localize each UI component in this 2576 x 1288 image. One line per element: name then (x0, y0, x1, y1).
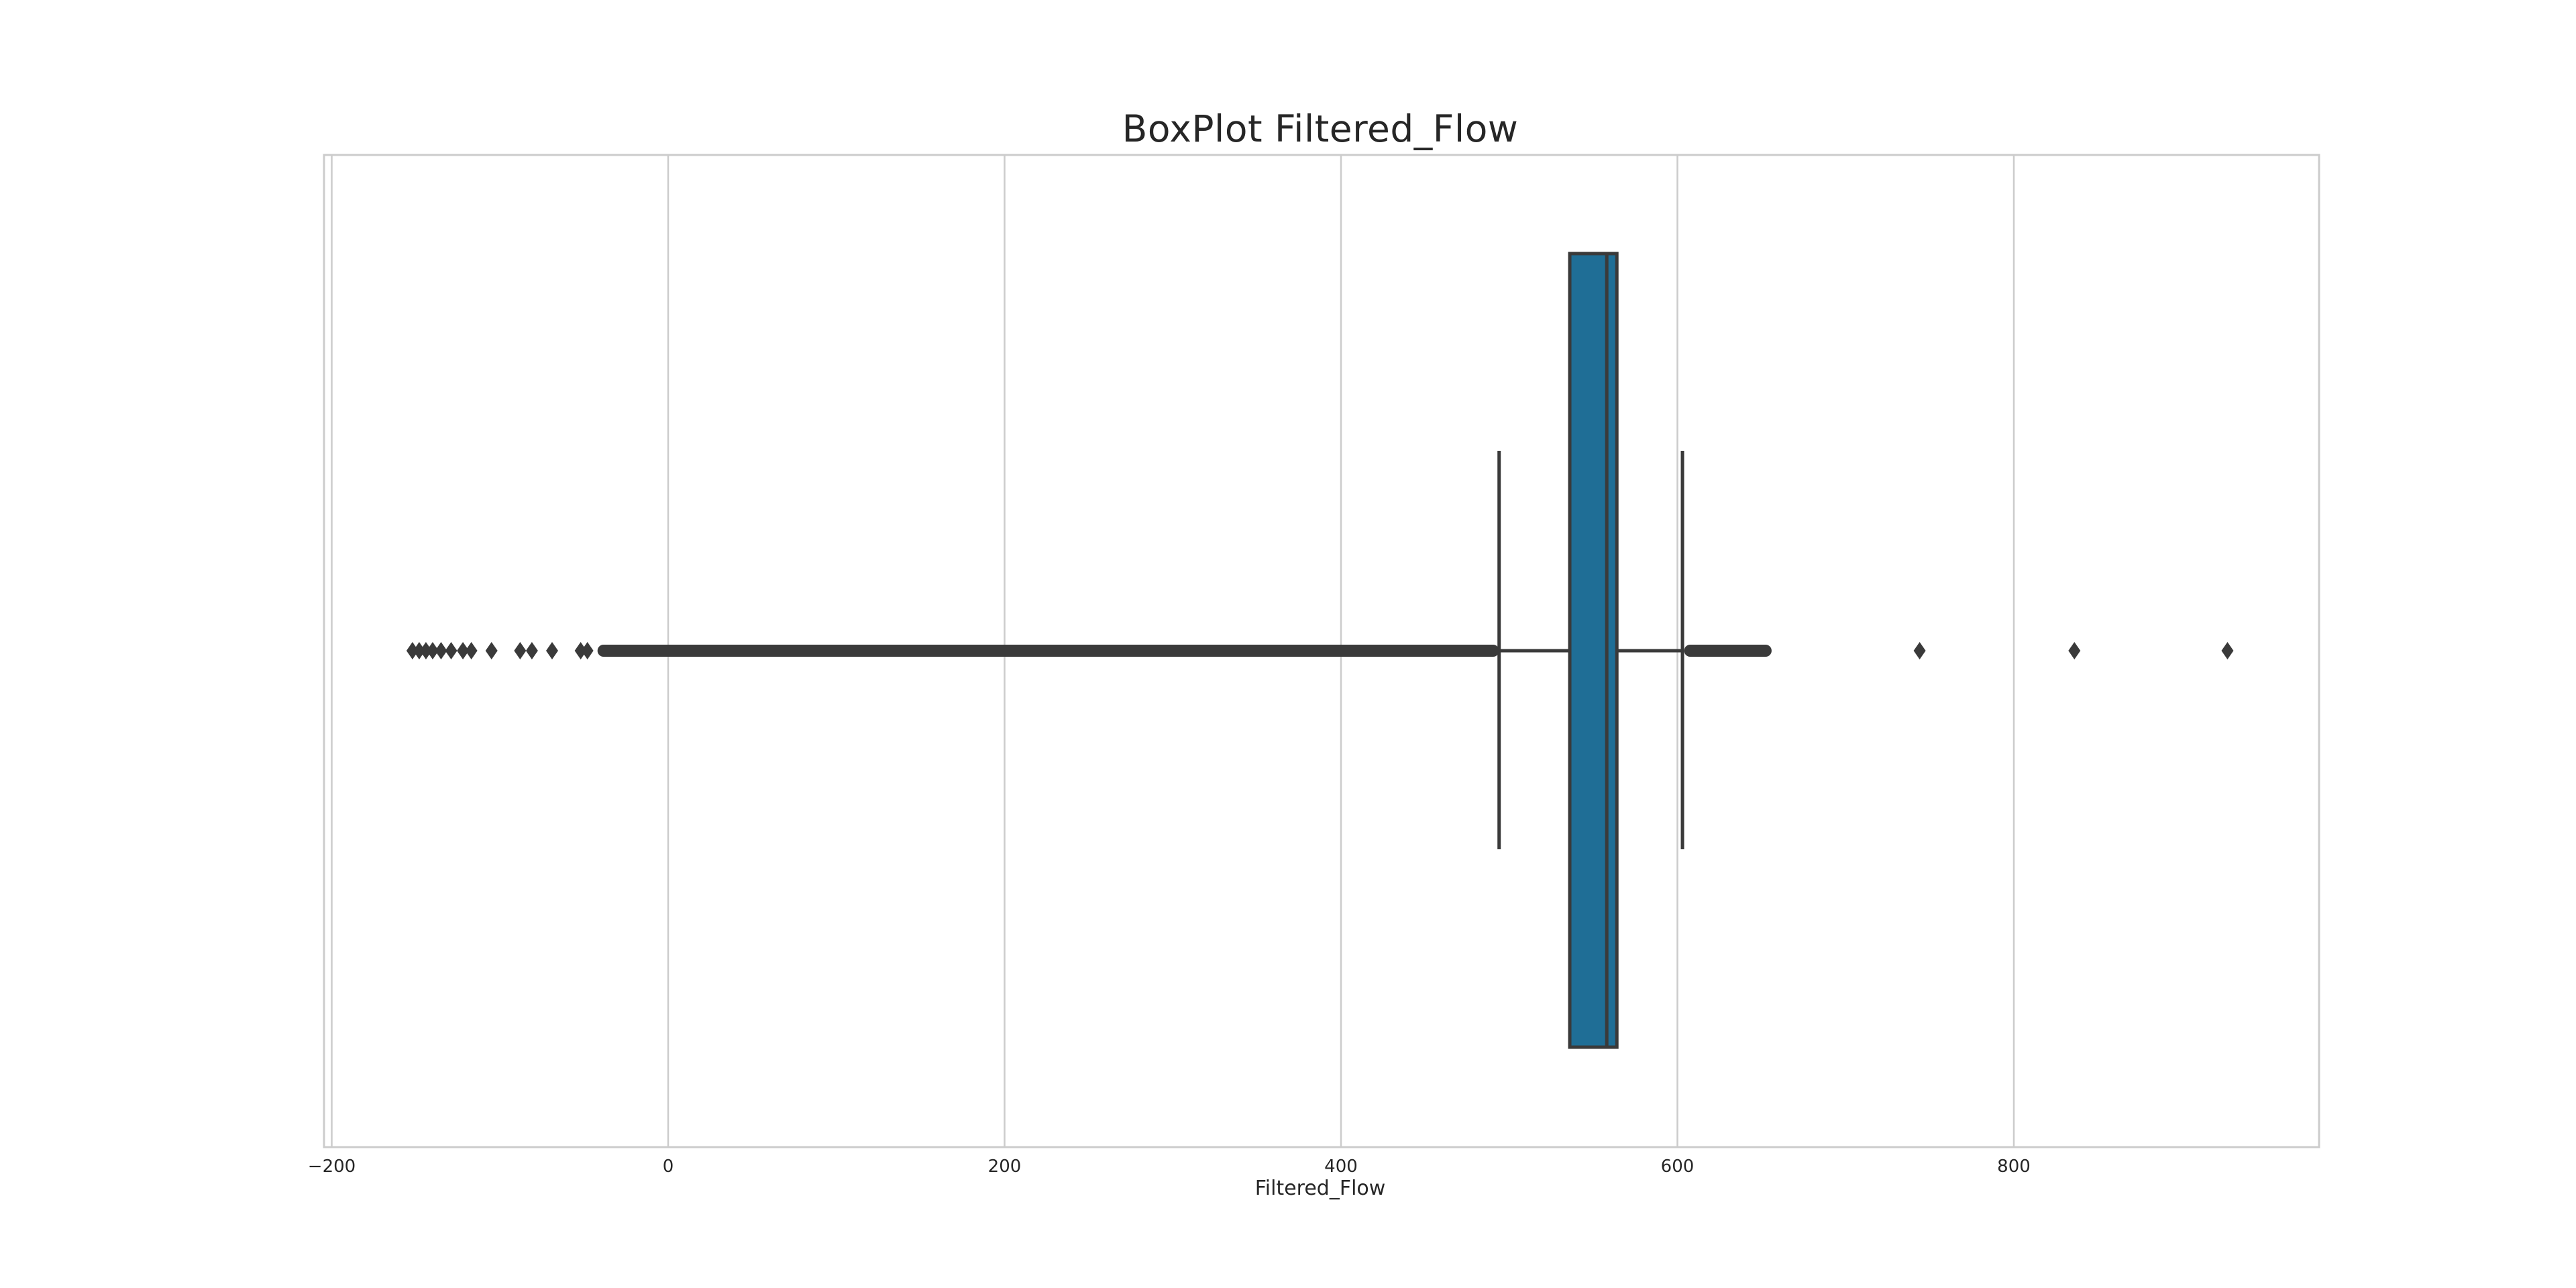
outlier-point (545, 642, 558, 659)
outlier-point (465, 642, 478, 659)
outlier-band-high (1684, 645, 1772, 657)
outlier-point (1913, 642, 1926, 659)
outlier-point (406, 642, 419, 659)
outlier-point (485, 642, 498, 659)
outlier-point (514, 642, 527, 659)
outlier-point (413, 642, 425, 659)
x-tick-label: 0 (663, 1157, 674, 1177)
x-tick-label: 600 (1661, 1157, 1695, 1177)
plot-frame (323, 154, 2320, 1148)
chart-title: BoxPlot Filtered_Flow (1122, 107, 1519, 150)
outlier-point (426, 642, 439, 659)
box-element (1497, 252, 1684, 1049)
iqr-box (1568, 252, 1619, 1049)
x-tick-label: 800 (1997, 1157, 2031, 1177)
outlier-point (445, 642, 458, 659)
outlier-markers (406, 642, 2234, 659)
x-tick-labels: −200 0 200 400 600 800 (308, 1157, 2031, 1177)
x-axis-label: Filtered_Flow (1254, 1177, 1386, 1200)
outlier-point (419, 642, 432, 659)
outlier-band-low-core (702, 646, 1493, 655)
outlier-point (457, 642, 470, 659)
outlier-point (574, 642, 587, 659)
x-tick-label: 200 (988, 1157, 1022, 1177)
x-tick-label: −200 (308, 1157, 356, 1177)
outlier-point (435, 642, 447, 659)
outlier-point (581, 642, 594, 659)
outlier-point (2221, 642, 2234, 659)
x-tick-label: 400 (1324, 1157, 1358, 1177)
outlier-point (525, 642, 538, 659)
outlier-point (2068, 642, 2081, 659)
